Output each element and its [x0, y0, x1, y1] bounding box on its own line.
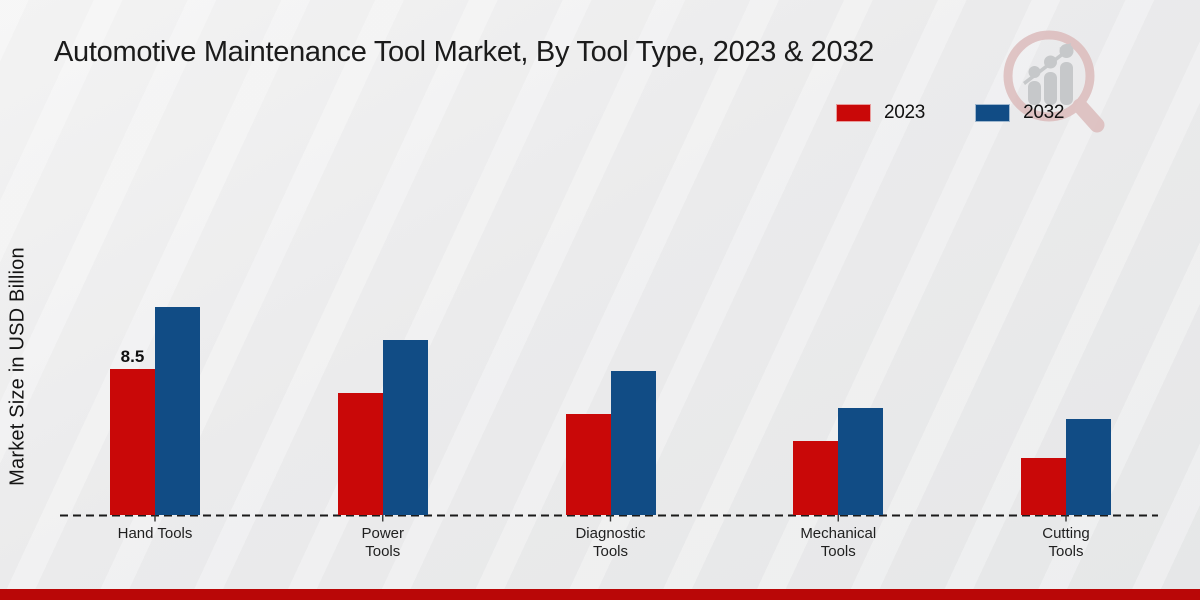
category-label-cutting-tools: Cutting Tools [1042, 525, 1090, 560]
bar-2023-mechanical-tools [793, 441, 839, 515]
bar-2023-cutting-tools [1021, 458, 1066, 515]
bar-2023-diagnostic-tools [565, 414, 611, 515]
market-research-logo-icon [1003, 30, 1105, 133]
bar-2032-diagnostic-tools [610, 371, 656, 515]
legend-swatch-2032 [975, 104, 1011, 122]
bar-2023-hand-tools [110, 369, 155, 515]
category-label-diagnostic-tools: Diagnostic Tools [575, 525, 646, 560]
category-label-hand-tools: Hand Tools [117, 525, 193, 542]
y-axis-label: Market Size in USD Billion [6, 247, 29, 486]
bar-2032-hand-tools [155, 307, 200, 515]
legend-item-2023: 2023 [836, 102, 925, 124]
category-label-mechanical-tools: Mechanical Tools [800, 525, 877, 560]
category-label-power-tools: Power Tools [361, 525, 405, 560]
chart-title: Automotive Maintenance Tool Market, By T… [54, 36, 874, 68]
legend-label-2032: 2032 [1023, 102, 1065, 123]
legend-swatch-2023 [836, 104, 871, 122]
bar-2032-mechanical-tools [838, 408, 884, 515]
data-label-2023-hand-tools: 8.5 [120, 346, 145, 366]
legend-item-2032: 2032 [975, 102, 1064, 124]
bar-2023-power-tools [337, 393, 383, 515]
footer-accent-bar [0, 589, 1200, 600]
legend: 2023 2032 [836, 102, 1064, 124]
bar-2032-power-tools [382, 340, 428, 515]
bar-2032-cutting-tools [1066, 419, 1111, 515]
legend-label-2023: 2023 [884, 102, 926, 123]
